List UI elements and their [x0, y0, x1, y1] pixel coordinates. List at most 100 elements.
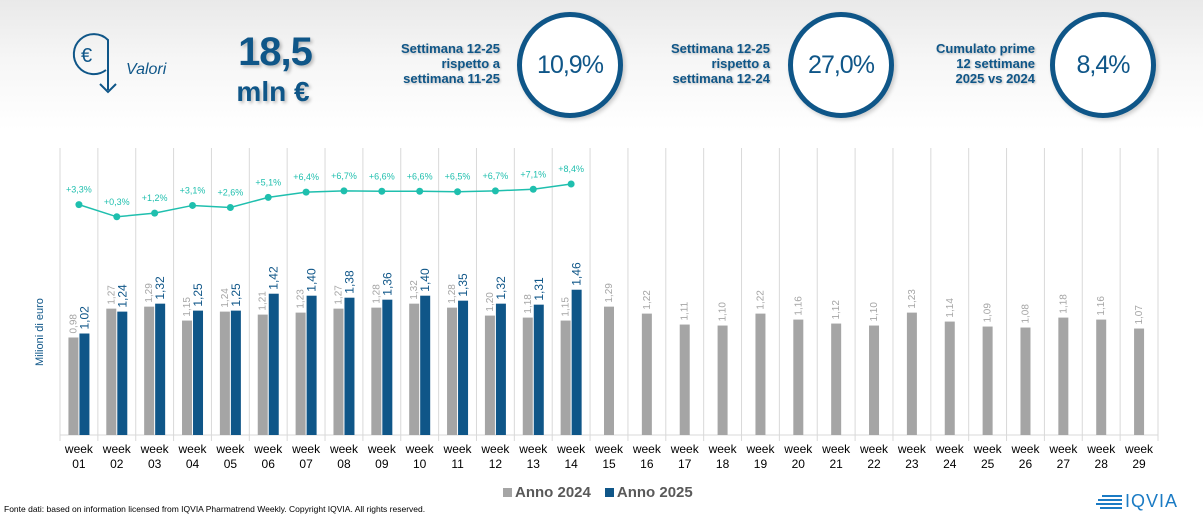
bar-label-2024: 0,98: [68, 314, 79, 334]
growth-label: +8,4%: [558, 164, 584, 174]
x-tick-label: 28: [1095, 457, 1109, 471]
x-tick-label: week: [64, 442, 94, 456]
bar-2024: [944, 321, 955, 435]
bar-label-2024: 1,15: [182, 297, 193, 317]
legend-label: Anno 2024: [515, 484, 591, 501]
bar-label-2025: 1,42: [267, 266, 281, 290]
bar-2024: [1096, 319, 1107, 435]
bar-label-2024: 1,08: [1020, 304, 1031, 324]
legend-swatch-2025: [604, 488, 614, 497]
kpi-circle-week-vs-prev-year: 27,0%: [788, 12, 894, 118]
svg-text:€: €: [81, 45, 92, 67]
x-tick-label: week: [518, 442, 548, 456]
x-tick-label: week: [859, 442, 889, 456]
x-tick-label: week: [1048, 442, 1078, 456]
bar-2024: [604, 306, 614, 435]
bar-2025: [193, 310, 204, 435]
x-tick-label: week: [708, 442, 738, 456]
growth-point: [340, 187, 348, 195]
x-tick-label: week: [670, 442, 700, 456]
bar-2024: [409, 303, 420, 435]
x-tick-label: 20: [792, 457, 806, 471]
kpi-value: 8,4%: [1076, 50, 1131, 79]
bar-label-2025: 1,32: [153, 276, 167, 300]
source-note: Fonte dati: based on information license…: [4, 504, 426, 514]
x-tick-label: week: [897, 442, 927, 456]
kpi-label-week-vs-prev-year: Settimana 12-25 rispetto a settimana 12-…: [630, 41, 770, 86]
growth-point: [75, 201, 83, 209]
bar-2024: [182, 320, 193, 435]
kpi-label-line: settimana 11-25: [403, 71, 500, 86]
kpi-circle-cumulative: 8,4%: [1050, 12, 1156, 118]
growth-point: [264, 193, 272, 201]
bar-2025: [458, 300, 469, 435]
x-tick-label: 01: [72, 457, 86, 471]
bar-2024: [484, 315, 495, 435]
bar-2024: [641, 313, 652, 435]
x-tick-label: 16: [640, 457, 654, 471]
x-tick-label: 25: [981, 457, 995, 471]
x-tick-label: week: [973, 442, 1003, 456]
x-tick-label: 22: [867, 457, 881, 471]
bar-2024: [371, 307, 382, 435]
x-tick-label: 03: [148, 457, 162, 471]
growth-label: +2,6%: [217, 187, 243, 197]
bar-label-2024: 1,28: [371, 284, 382, 304]
bar-2024: [560, 320, 571, 435]
x-tick-label: week: [443, 442, 473, 456]
bar-label-2024: 1,11: [680, 301, 691, 320]
bar-label-2024: 1,23: [907, 289, 918, 309]
bar-label-2024: 1,20: [485, 292, 496, 312]
x-tick-label: 21: [829, 457, 843, 471]
growth-point: [302, 188, 310, 196]
bar-label-2025: 1,36: [380, 272, 394, 296]
weekly-sales-chart: week01week02week03week04week05week06week…: [59, 148, 1159, 471]
growth-label: +1,2%: [142, 193, 168, 203]
bar-2025: [268, 293, 279, 435]
bar-2024: [333, 308, 344, 435]
legend-label: Anno 2025: [616, 484, 693, 501]
bar-label-2025: 1,24: [115, 284, 129, 308]
bar-label-2025: 1,38: [342, 270, 356, 294]
bar-2024: [793, 319, 804, 435]
legend-item-2025: Anno 2025: [604, 484, 693, 501]
x-tick-label: week: [405, 442, 435, 456]
bar-2025: [155, 303, 166, 435]
kpi-label-line: Settimana 12-25: [671, 41, 770, 56]
growth-point: [454, 188, 462, 196]
bar-2025: [571, 289, 582, 435]
x-tick-label: 26: [1019, 457, 1033, 471]
x-tick-label: 13: [527, 457, 541, 471]
growth-label: +6,6%: [369, 171, 395, 181]
valori-label: Valori: [126, 61, 167, 78]
bar-2024: [106, 308, 117, 435]
bar-label-2025: 1,46: [570, 262, 584, 286]
kpi-label-week-vs-prev-week: Settimana 12-25 rispetto a settimana 11-…: [360, 41, 500, 86]
bar-label-2024: 1,32: [409, 280, 420, 300]
kpi-label-line: Cumulato prime: [936, 41, 1035, 56]
bar-2024: [906, 312, 917, 435]
bar-2024: [1058, 317, 1069, 435]
bar-2024: [869, 325, 880, 435]
x-tick-label: 10: [413, 457, 427, 471]
bar-label-2024: 1,12: [831, 300, 842, 320]
x-tick-label: 05: [224, 457, 238, 471]
x-tick-label: 09: [375, 457, 389, 471]
iqvia-logo: IQVIA: [1096, 491, 1178, 512]
legend: Anno 2024 Anno 2025: [503, 484, 693, 501]
x-tick-label: week: [215, 442, 245, 456]
bar-label-2025: 1,40: [418, 268, 432, 292]
bar-2024: [1020, 327, 1031, 435]
legend-item-2024: Anno 2024: [503, 484, 591, 501]
x-tick-label: 15: [602, 457, 616, 471]
kpi-label-line: 2025 vs 2024: [955, 71, 1035, 86]
kpi-label-cumulative: Cumulato prime 12 settimane 2025 vs 2024: [895, 41, 1035, 86]
bar-label-2024: 1,23: [296, 289, 307, 309]
x-tick-label: 11: [451, 457, 464, 471]
growth-label: +6,4%: [293, 172, 319, 182]
bar-label-2024: 1,27: [333, 285, 344, 305]
growth-label: +6,7%: [483, 171, 509, 181]
x-tick-label: week: [102, 442, 132, 456]
x-tick-label: week: [1086, 442, 1116, 456]
bar-label-2025: 1,40: [305, 268, 319, 292]
